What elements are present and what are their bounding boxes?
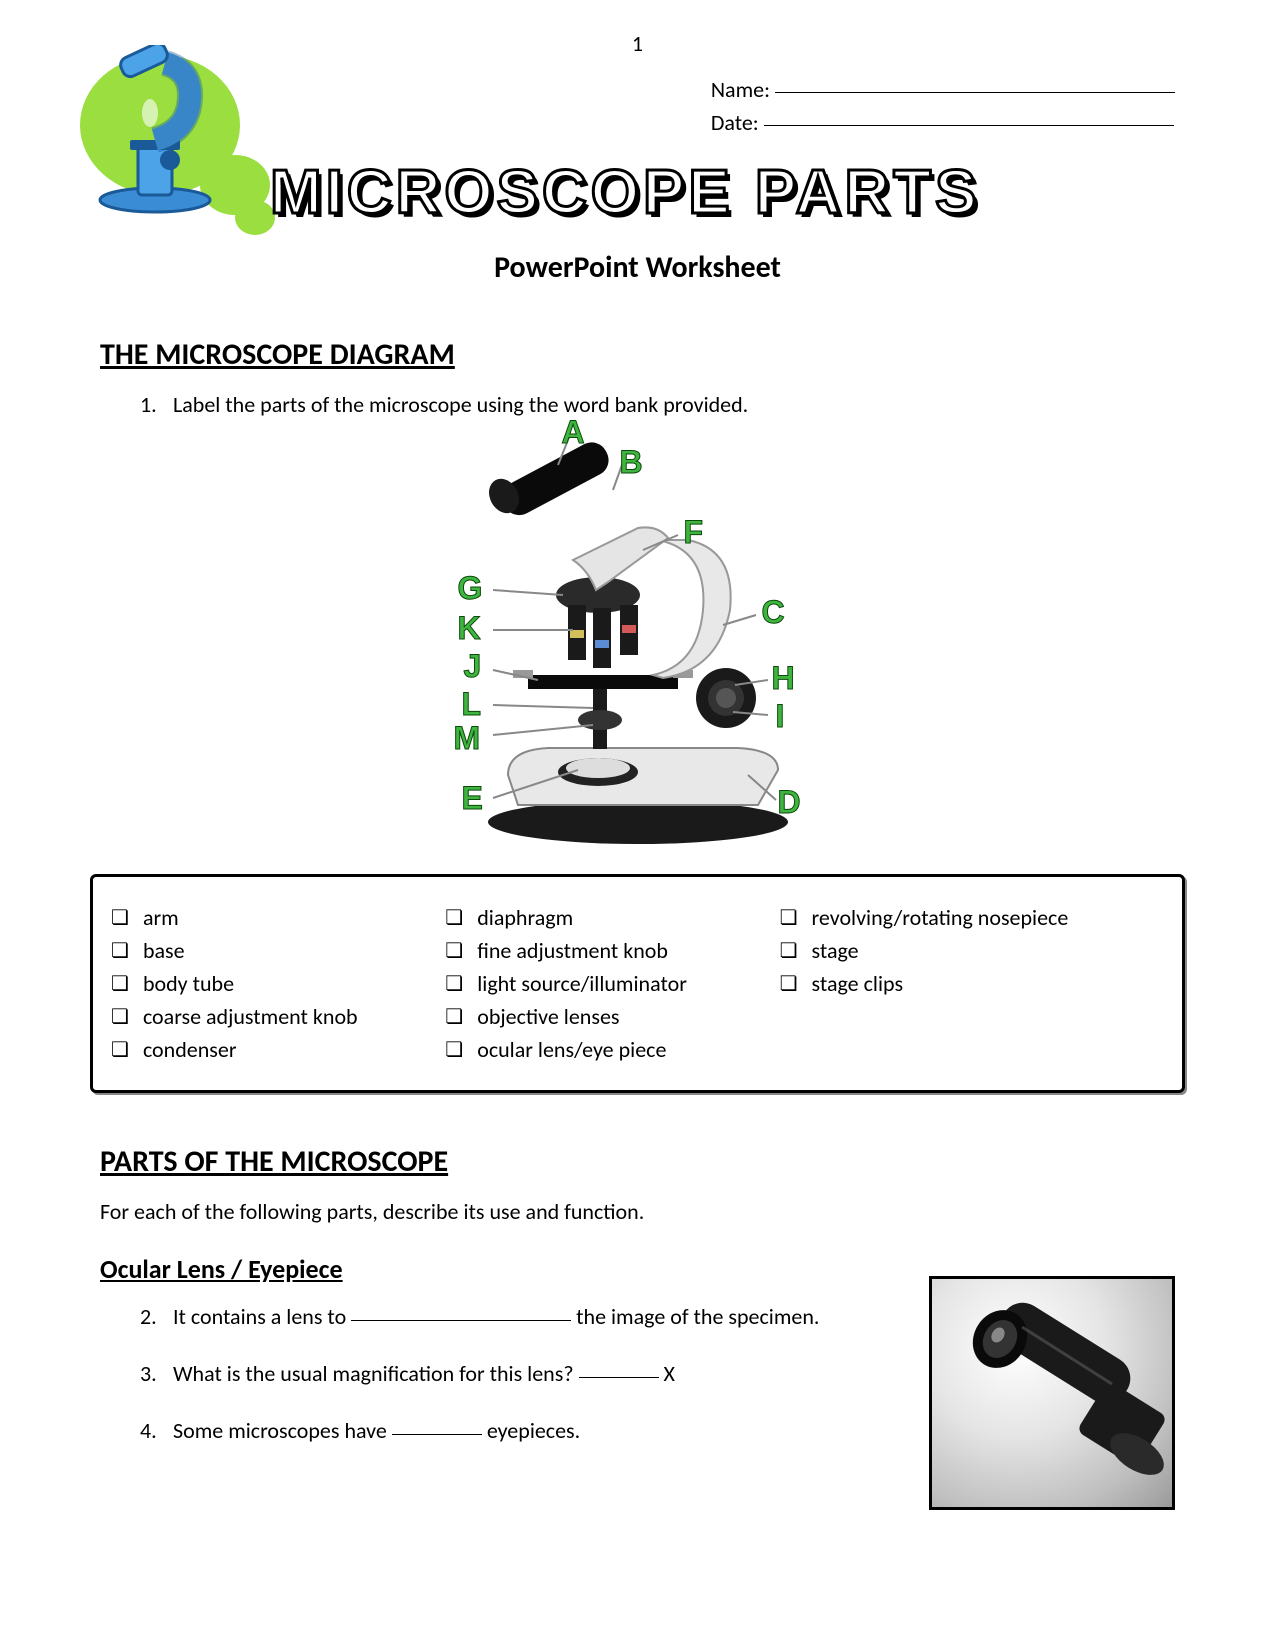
q3-blank[interactable] xyxy=(579,1377,659,1378)
q3-number: 3. xyxy=(140,1360,168,1387)
diagram-label-L: L xyxy=(462,686,482,723)
q4-number: 4. xyxy=(140,1417,168,1444)
q2-blank[interactable] xyxy=(351,1320,571,1321)
main-title: MICROSCOPE PARTS xyxy=(270,157,980,228)
name-date-fields: Name: Date: xyxy=(711,73,1175,139)
word-bank: arm base body tube coarse adjustment kno… xyxy=(90,874,1185,1093)
diagram-label-G: G xyxy=(458,570,483,607)
wb-item[interactable]: objective lenses xyxy=(445,1000,779,1033)
date-label: Date: xyxy=(711,109,759,136)
diagram-label-J: J xyxy=(464,648,482,685)
q2-pre: It contains a lens to xyxy=(173,1303,351,1330)
wb-item[interactable]: arm xyxy=(111,901,445,934)
diagram-label-H: H xyxy=(772,660,795,697)
q3-pre: What is the usual magnification for this… xyxy=(173,1360,579,1387)
name-label: Name: xyxy=(711,76,770,103)
wb-item[interactable]: coarse adjustment knob xyxy=(111,1000,445,1033)
wb-item[interactable]: fine adjustment knob xyxy=(445,934,779,967)
question-1: 1. Label the parts of the microscope usi… xyxy=(140,391,1175,418)
wb-item[interactable]: diaphragm xyxy=(445,901,779,934)
eyepiece-image xyxy=(929,1276,1175,1510)
microscope-diagram: A B F G C K J H L I M E D xyxy=(398,430,878,850)
wordbank-col1: arm base body tube coarse adjustment kno… xyxy=(111,901,445,1066)
section1-title: THE MICROSCOPE DIAGRAM xyxy=(100,336,1175,373)
name-blank[interactable] xyxy=(775,92,1175,93)
worksheet-page: 1 Name: Date: xyxy=(0,0,1275,1651)
wordbank-col2: diaphragm fine adjustment knob light sou… xyxy=(445,901,779,1066)
q1-text: Label the parts of the microscope using … xyxy=(173,391,748,418)
diagram-label-K: K xyxy=(458,610,481,647)
header-area: Name: Date: MICROSCOPE PARTS xyxy=(100,65,1175,245)
q1-number: 1. xyxy=(140,391,168,418)
wb-item[interactable]: body tube xyxy=(111,967,445,1000)
diagram-label-I: I xyxy=(776,698,785,735)
section2-title: PARTS OF THE MICROSCOPE xyxy=(100,1143,1175,1180)
section2-intro: For each of the following parts, describ… xyxy=(100,1198,1175,1225)
q2-number: 2. xyxy=(140,1303,168,1330)
wb-item[interactable]: stage clips xyxy=(780,967,1164,1000)
wb-item[interactable]: light source/illuminator xyxy=(445,967,779,1000)
wb-item[interactable]: base xyxy=(111,934,445,967)
diagram-label-A: A xyxy=(562,414,585,451)
wordbank-col3: revolving/rotating nosepiece stage stage… xyxy=(780,901,1164,1066)
logo-icon xyxy=(70,45,270,235)
wb-item[interactable]: condenser xyxy=(111,1033,445,1066)
q2-post: the image of the specimen. xyxy=(576,1303,819,1330)
diagram-label-E: E xyxy=(462,780,483,817)
diagram-label-B: B xyxy=(620,444,643,481)
wb-item[interactable]: ocular lens/eye piece xyxy=(445,1033,779,1066)
q4-blank[interactable] xyxy=(392,1434,482,1435)
q3-post: X xyxy=(663,1360,674,1387)
diagram-label-M: M xyxy=(454,720,481,757)
date-blank[interactable] xyxy=(764,125,1174,126)
diagram-label-D: D xyxy=(778,784,801,821)
diagram-label-C: C xyxy=(762,594,785,631)
q4-pre: Some microscopes have xyxy=(173,1417,392,1444)
wb-item[interactable]: revolving/rotating nosepiece xyxy=(780,901,1164,934)
wb-item[interactable]: stage xyxy=(780,934,1164,967)
q4-post: eyepieces. xyxy=(487,1417,580,1444)
diagram-label-F: F xyxy=(684,514,704,551)
subtitle: PowerPoint Worksheet xyxy=(100,249,1175,286)
